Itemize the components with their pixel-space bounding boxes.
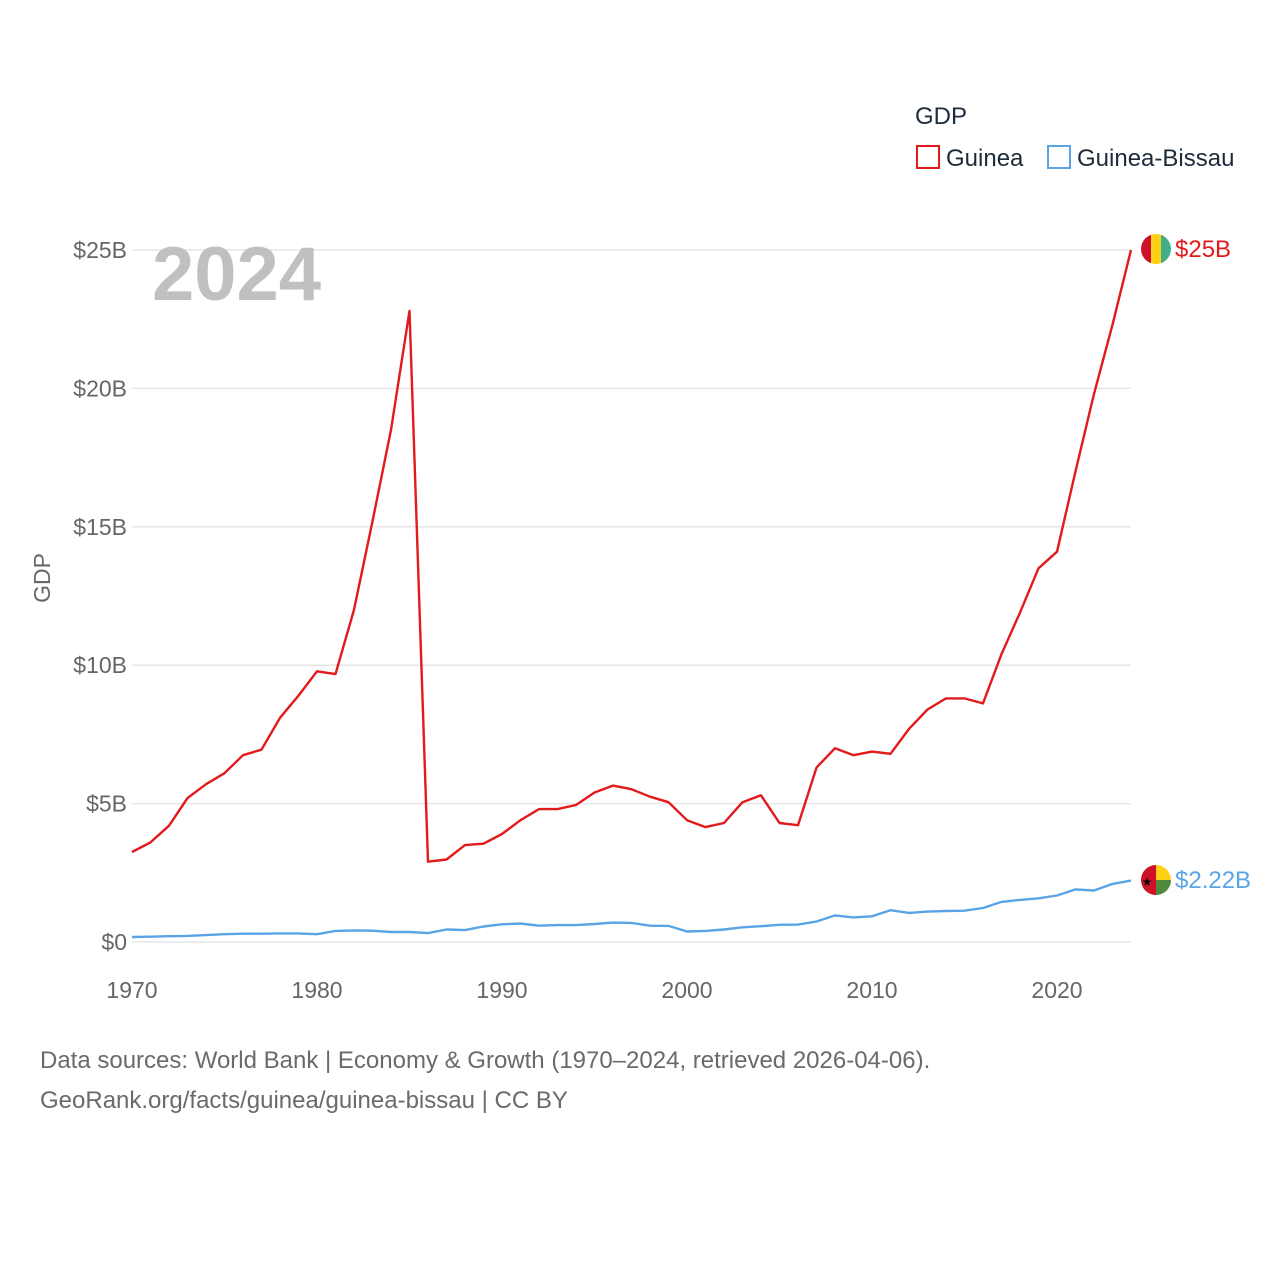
year-watermark: 2024 xyxy=(152,232,321,317)
y-tick-label: $25B xyxy=(73,237,127,263)
y-tick-label: $5B xyxy=(86,791,127,817)
legend-swatch-guinea-bissau xyxy=(1047,145,1071,169)
x-tick-label: 2010 xyxy=(846,977,897,1003)
y-tick-label: $15B xyxy=(73,514,127,540)
x-tick-label: 2000 xyxy=(661,977,712,1003)
y-axis-title: GDP xyxy=(29,553,55,603)
x-tick-label: 1990 xyxy=(476,977,527,1003)
legend-label-guinea: Guinea xyxy=(946,145,1024,172)
x-tick-label: 2020 xyxy=(1031,977,1082,1003)
guinea-bissau-flag-icon: ★ xyxy=(1141,865,1171,895)
series-line-guinea xyxy=(131,249,1133,863)
legend: GDP Guinea Guinea-Bissau xyxy=(915,103,1234,172)
x-tick-label: 1980 xyxy=(291,977,342,1003)
series-lines xyxy=(131,249,1133,939)
source-line-1: Data sources: World Bank | Economy & Gro… xyxy=(40,1047,930,1074)
y-tick-label: $20B xyxy=(73,375,127,401)
y-tick-label: $10B xyxy=(73,652,127,678)
legend-swatch-guinea xyxy=(916,145,940,169)
series-line-guinea-bissau xyxy=(131,879,1132,939)
guinea-bissau-end-label: $2.22B xyxy=(1175,867,1251,894)
guinea-flag-icon xyxy=(1141,234,1171,264)
gridlines xyxy=(132,249,1131,943)
y-axis-ticks: $0 $5B $10B $15B $20B $25B xyxy=(73,237,127,955)
legend-label-guinea-bissau: Guinea-Bissau xyxy=(1077,145,1234,172)
legend-title: GDP xyxy=(915,103,967,130)
y-tick-label: $0 xyxy=(101,929,127,955)
source-line-2: GeoRank.org/facts/guinea/guinea-bissau |… xyxy=(40,1087,568,1114)
x-tick-label: 1970 xyxy=(106,977,157,1003)
guinea-end-label: $25B xyxy=(1175,236,1231,263)
svg-text:★: ★ xyxy=(1142,875,1153,889)
x-axis-ticks: 1970 1980 1990 2000 2010 2020 xyxy=(106,977,1082,1003)
